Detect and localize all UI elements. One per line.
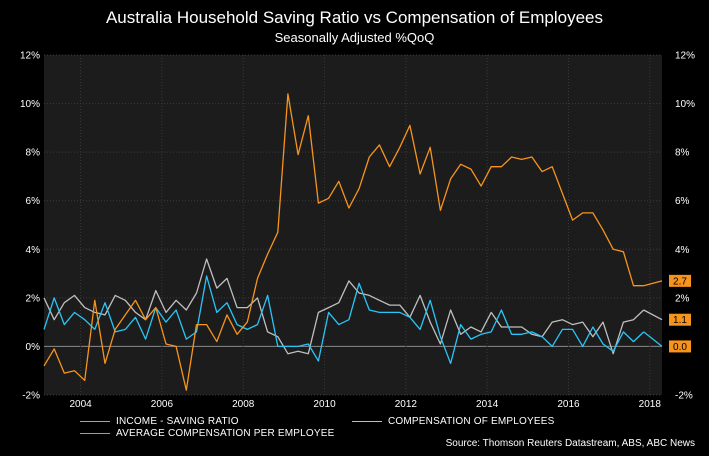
y-tick-label-right: 8% xyxy=(675,148,690,159)
legend-label-compensation: COMPENSATION OF EMPLOYEES xyxy=(388,416,555,427)
compensation-line xyxy=(43,258,645,355)
saving-ratio-line xyxy=(43,93,644,391)
source-note: Source: Thomson Reuters Datastream, ABS,… xyxy=(445,438,695,449)
legend-swatch-average-compensation xyxy=(80,432,110,434)
legend-swatch-saving-ratio xyxy=(80,420,110,422)
x-tick-label: 2006 xyxy=(151,399,174,410)
average-compensation-end-label-box xyxy=(669,340,691,353)
y-tick-label-right: 4% xyxy=(675,245,690,256)
y-tick-label-left: -2% xyxy=(22,391,40,402)
legend-swatch-compensation xyxy=(352,420,382,422)
legend-item-compensation: COMPENSATION OF EMPLOYEES xyxy=(352,416,555,427)
average-compensation-line xyxy=(43,275,645,365)
chart-title: Australia Household Saving Ratio vs Comp… xyxy=(105,8,604,27)
y-tick-label-left: 0% xyxy=(26,342,41,353)
legend-item-saving-ratio: INCOME - SAVING RATIO xyxy=(80,416,239,427)
y-tick-label-left: 6% xyxy=(26,196,41,207)
x-tick-label: 2016 xyxy=(557,399,580,410)
y-tick-label-right: 10% xyxy=(675,99,695,110)
average-compensation-end-label: 0.0 xyxy=(673,342,687,353)
legend-label-saving-ratio: INCOME - SAVING RATIO xyxy=(116,416,239,427)
x-tick-label: 2014 xyxy=(476,399,499,410)
y-tick-label-right: -2% xyxy=(675,391,693,402)
y-tick-label-right: 2% xyxy=(675,293,690,304)
compensation-end-label-box xyxy=(669,313,691,326)
y-tick-label-right: 6% xyxy=(675,196,690,207)
x-tick-label: 2008 xyxy=(232,399,255,410)
saving-ratio-end-label-connector xyxy=(643,280,663,287)
compensation-end-label: 1.1 xyxy=(673,315,687,326)
average-compensation-end-label-connector xyxy=(643,331,663,347)
x-tick-label: 2010 xyxy=(313,399,336,410)
chart-subtitle: Seasonally Adjusted %QoQ xyxy=(274,30,435,45)
plot-area xyxy=(44,55,662,395)
saving-ratio-end-label-box xyxy=(669,274,691,287)
y-tick-label-left: 2% xyxy=(26,293,41,304)
legend-label-average-compensation: AVERAGE COMPENSATION PER EMPLOYEE xyxy=(116,428,335,439)
y-tick-label-left: 12% xyxy=(20,51,40,62)
y-tick-label-left: 8% xyxy=(26,148,41,159)
legend-item-average-compensation: AVERAGE COMPENSATION PER EMPLOYEE xyxy=(80,428,335,439)
x-tick-label: 2012 xyxy=(395,399,418,410)
y-tick-label-left: 10% xyxy=(20,99,40,110)
saving-ratio-end-label: 2.7 xyxy=(673,276,687,287)
x-tick-label: 2018 xyxy=(639,399,662,410)
compensation-end-label-connector xyxy=(643,309,663,321)
y-tick-label-right: 12% xyxy=(675,51,695,62)
y-tick-label-left: 4% xyxy=(26,245,41,256)
x-tick-label: 2004 xyxy=(69,399,92,410)
